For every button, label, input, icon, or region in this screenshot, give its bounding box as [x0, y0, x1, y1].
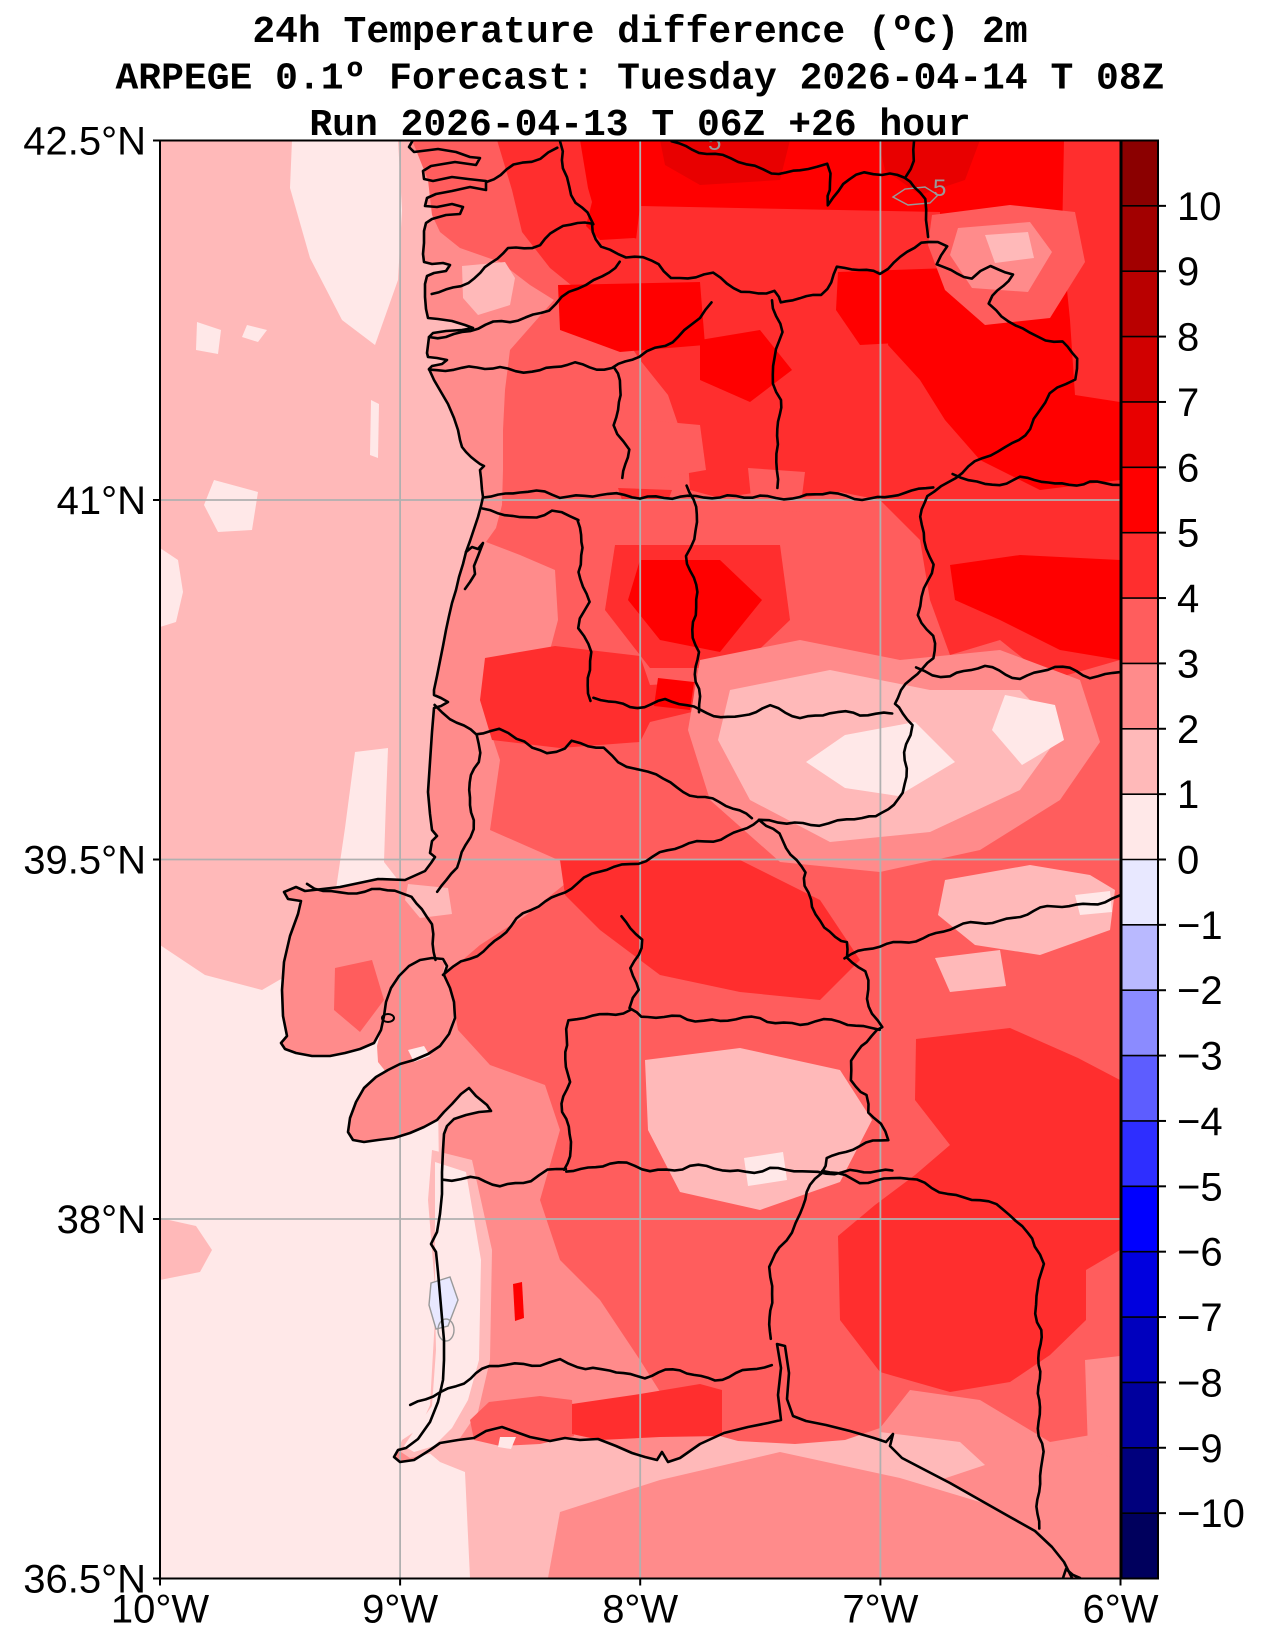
svg-text:2: 2 — [1177, 708, 1199, 752]
svg-text:−1: −1 — [1177, 904, 1223, 948]
svg-text:5: 5 — [1177, 512, 1199, 556]
svg-text:7: 7 — [1177, 381, 1199, 425]
svg-text:−7: −7 — [1177, 1296, 1223, 1340]
svg-text:24h Temperature difference (ºC: 24h Temperature difference (ºC) 2m — [252, 11, 1027, 54]
svg-text:5: 5 — [708, 129, 721, 156]
svg-text:9°W: 9°W — [362, 1588, 438, 1632]
svg-text:10: 10 — [1177, 185, 1222, 229]
svg-text:36.5°N: 36.5°N — [23, 1558, 146, 1602]
svg-text:−9: −9 — [1177, 1427, 1223, 1471]
svg-text:ARPEGE 0.1º Forecast: Tuesday: ARPEGE 0.1º Forecast: Tuesday 2026-04-14… — [116, 58, 1165, 101]
svg-text:Run 2026-04-13 T 06Z +26 hour: Run 2026-04-13 T 06Z +26 hour — [309, 104, 970, 147]
svg-text:−4: −4 — [1177, 1100, 1223, 1144]
svg-text:8: 8 — [1177, 316, 1199, 360]
svg-text:39.5°N: 39.5°N — [23, 839, 146, 883]
svg-text:10°W: 10°W — [111, 1588, 209, 1632]
svg-text:−2: −2 — [1177, 969, 1223, 1013]
svg-text:3: 3 — [1177, 642, 1199, 686]
svg-text:5: 5 — [933, 175, 946, 202]
svg-text:8°W: 8°W — [602, 1588, 678, 1632]
svg-text:6: 6 — [1177, 446, 1199, 490]
svg-text:9: 9 — [1177, 250, 1199, 294]
svg-text:0: 0 — [1177, 839, 1199, 883]
svg-text:7°W: 7°W — [842, 1588, 918, 1632]
svg-text:1: 1 — [1177, 773, 1199, 817]
svg-text:−3: −3 — [1177, 1035, 1223, 1079]
svg-text:−8: −8 — [1177, 1361, 1223, 1405]
svg-text:4: 4 — [1177, 577, 1199, 621]
svg-text:41°N: 41°N — [57, 479, 146, 523]
svg-text:6°W: 6°W — [1083, 1588, 1159, 1632]
svg-text:−5: −5 — [1177, 1165, 1223, 1209]
svg-text:42.5°N: 42.5°N — [23, 120, 146, 164]
svg-text:−6: −6 — [1177, 1231, 1223, 1275]
svg-text:−10: −10 — [1177, 1492, 1245, 1536]
svg-text:38°N: 38°N — [57, 1198, 146, 1242]
